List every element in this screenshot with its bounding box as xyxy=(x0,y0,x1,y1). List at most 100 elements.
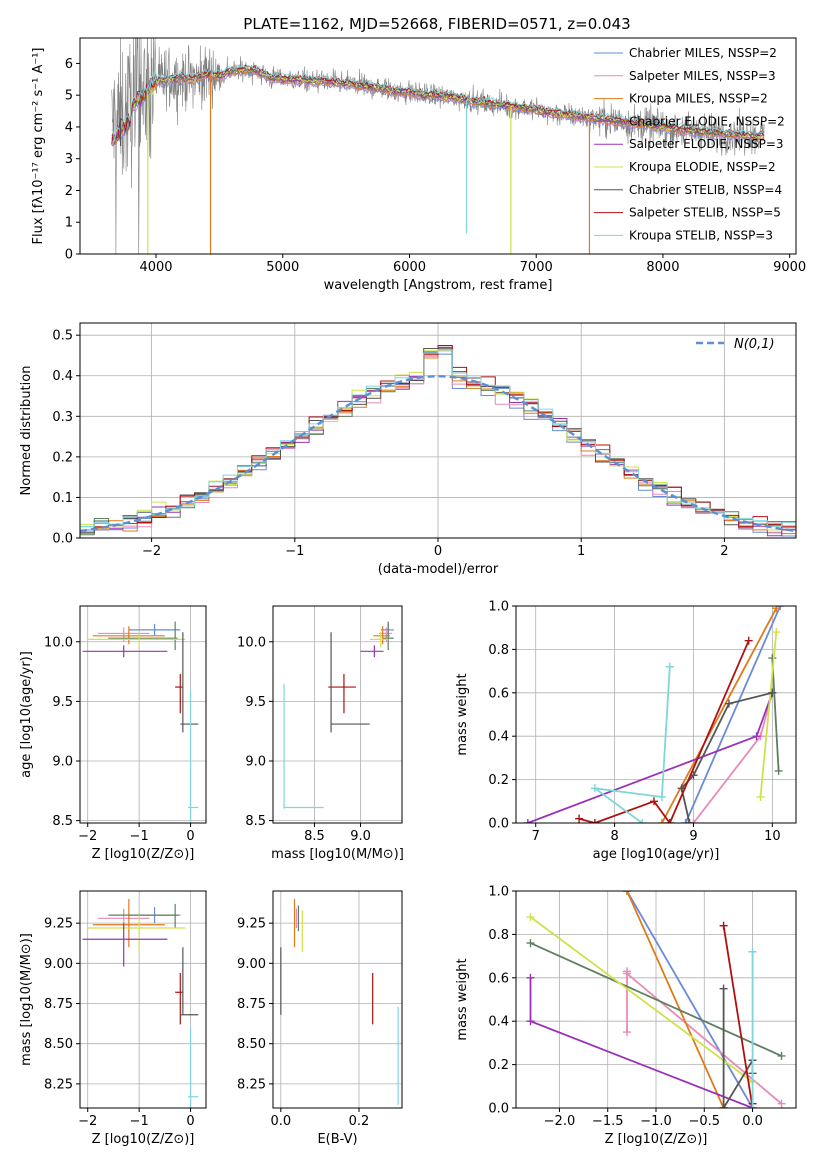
errorbar-point xyxy=(283,683,324,809)
x-tick-label: −1 xyxy=(285,544,304,559)
y-tick-label: 9.25 xyxy=(44,917,73,932)
y-tick-label: 8.25 xyxy=(237,1077,266,1092)
x-tick-label: 9 xyxy=(689,829,697,844)
y-tick-label: 8.50 xyxy=(237,1037,266,1052)
weight-marker xyxy=(590,819,599,823)
age-mass-plot xyxy=(283,621,394,809)
y-tick-label: 0.1 xyxy=(52,491,73,506)
weight-marker xyxy=(623,969,632,978)
legend-label: Kroupa MILES, NSSP=2 xyxy=(629,92,768,106)
errorbar-point xyxy=(328,673,356,714)
x-axis-label: Z [log10(Z/Z⊙)] xyxy=(605,1132,708,1147)
x-tick-label: −1 xyxy=(130,1114,149,1129)
weight-series-line xyxy=(594,666,671,823)
weight-marker xyxy=(772,606,781,613)
weight-marker xyxy=(768,688,777,697)
legend-label: Chabrier STELIB, NSSP=4 xyxy=(629,183,782,197)
y-tick-label: 9.5 xyxy=(245,695,266,710)
weight-series-line xyxy=(684,606,782,823)
y-tick-label: 9.0 xyxy=(245,755,266,770)
weight-series-line xyxy=(771,658,780,771)
y-tick-label: 9.0 xyxy=(52,755,73,770)
errorbar-point xyxy=(108,621,178,651)
weight-marker xyxy=(575,814,584,823)
y-tick-label: 0.2 xyxy=(488,773,509,788)
weight-marker xyxy=(590,784,599,793)
weight-marker xyxy=(665,819,674,823)
model-spectrum-line xyxy=(111,70,765,146)
errorbar-point xyxy=(382,621,394,651)
y-tick-label: 0.4 xyxy=(488,730,509,745)
y-tick-label: 1 xyxy=(65,216,73,231)
y-tick-label: 8.25 xyxy=(44,1077,73,1092)
x-tick-label: 2 xyxy=(720,544,728,559)
y-axis-label: mass [log10(M/M⊙)] xyxy=(19,933,34,1066)
spectrum-legend: Chabrier MILES, NSSP=2 Salpeter MILES, NS… xyxy=(594,46,785,242)
x-tick-label: 9.0 xyxy=(350,829,371,844)
y-tick-label: 8.5 xyxy=(245,814,266,829)
residuals-plot xyxy=(80,345,796,537)
weight-marker xyxy=(689,819,698,823)
x-tick-label: 7000 xyxy=(520,260,553,275)
weight-series-line xyxy=(722,925,754,1108)
axes-frame xyxy=(515,605,797,824)
errorbar-point xyxy=(188,1027,199,1108)
axes-frame xyxy=(79,890,207,1109)
errorbar-point xyxy=(175,673,183,714)
y-tick-label: 0 xyxy=(65,248,73,263)
axes-frame xyxy=(272,605,403,824)
mass-Z-plot xyxy=(82,899,199,1108)
age-Z-frame: −2 −1 0 8.5 9.0 9.5 10.0 Z [log10(Z/Z⊙)] age [lo… xyxy=(19,605,207,862)
axes-frame xyxy=(79,605,207,824)
y-tick-label: 10.0 xyxy=(44,635,73,650)
weight-series-line xyxy=(626,891,754,1108)
x-axis-label: Z [log10(Z/Z⊙)] xyxy=(92,847,195,862)
weight-series-line xyxy=(722,988,754,1108)
errorbar-point xyxy=(369,632,389,648)
mass-ebv-plot xyxy=(280,899,399,1105)
x-axis-label: Z [log10(Z/Z⊙)] xyxy=(92,1132,195,1147)
errorbar-point xyxy=(87,915,186,953)
weight-marker xyxy=(657,819,666,823)
weight-marker xyxy=(685,819,694,823)
errorbar-point xyxy=(175,972,183,1025)
x-axis-label: E(B-V) xyxy=(317,1132,357,1147)
y-tick-label: 0.8 xyxy=(488,928,509,943)
y-tick-label: 3 xyxy=(65,152,73,167)
x-axis-label: wavelength [Angstrom, rest frame] xyxy=(324,278,553,293)
weight-marker xyxy=(774,766,783,775)
y-tick-label: 9.25 xyxy=(237,917,266,932)
x-tick-label: 8.5 xyxy=(304,829,325,844)
weight-series-line xyxy=(626,971,783,1105)
weight-marker xyxy=(526,913,535,922)
x-tick-label: −0.5 xyxy=(688,1114,720,1129)
weight-age-axes xyxy=(516,605,796,824)
y-axis-label: mass weight xyxy=(455,958,470,1040)
x-tick-label: 4000 xyxy=(139,260,172,275)
mass-Z-axes xyxy=(80,891,206,1108)
x-tick-label: 1 xyxy=(577,544,585,559)
x-tick-label: 9000 xyxy=(773,260,806,275)
x-tick-label: 0.2 xyxy=(349,1114,370,1129)
weight-series-line xyxy=(626,891,725,1108)
x-axis-label: mass [log10(M/M⊙)] xyxy=(271,847,404,862)
y-tick-label: 8.75 xyxy=(237,997,266,1012)
residuals-legend: N(0,1) xyxy=(696,337,775,352)
y-tick-label: 9.5 xyxy=(52,695,73,710)
age-mass-axes xyxy=(273,606,402,823)
axes-frame xyxy=(79,37,797,255)
errorbar-point xyxy=(108,903,178,928)
x-tick-label: 0.0 xyxy=(270,1114,291,1129)
x-tick-label: −1 xyxy=(130,829,149,844)
y-tick-label: 1.0 xyxy=(488,885,509,900)
errorbar-point xyxy=(128,623,181,636)
weight-marker xyxy=(623,891,632,895)
y-tick-label: 0.3 xyxy=(52,410,73,425)
weight-series-line xyxy=(680,691,773,823)
weight-marker xyxy=(777,1051,786,1060)
x-tick-label: 0 xyxy=(434,544,442,559)
mass-ebv-frame: 0.0 0.2 8.25 8.50 8.75 9.00 9.25 E(B-V) xyxy=(237,890,403,1147)
y-tick-label: 0.5 xyxy=(52,329,73,344)
y-tick-label: 0.6 xyxy=(488,971,509,986)
x-tick-label: 10 xyxy=(764,829,781,844)
